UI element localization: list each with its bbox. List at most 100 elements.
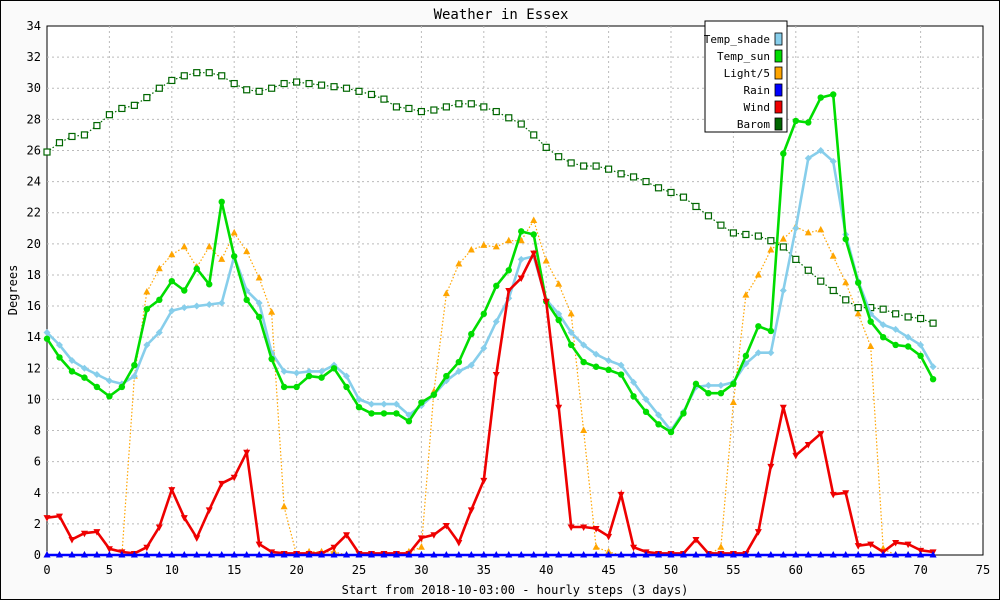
- data-point-temp-sun: [580, 358, 587, 366]
- data-point-temp-sun: [617, 371, 625, 378]
- data-point-temp-shade: [318, 367, 326, 375]
- data-point-barom: [742, 230, 750, 239]
- data-point-temp-sun: [929, 375, 937, 383]
- data-point-rain: [130, 551, 138, 558]
- data-point-wind: [530, 250, 538, 258]
- data-point-barom: [93, 121, 101, 130]
- data-point-barom: [255, 87, 263, 95]
- data-point-temp-sun: [717, 389, 725, 397]
- data-point-wind: [904, 541, 912, 549]
- series-line-wind: [46, 249, 934, 555]
- series-rain: [43, 551, 937, 558]
- data-point-wind: [617, 491, 625, 499]
- data-point-wind: [93, 529, 101, 536]
- data-point-barom: [717, 221, 725, 229]
- x-tick-label: 10: [165, 563, 179, 577]
- data-point-light-5: [180, 242, 188, 250]
- y-tick-label: 12: [27, 361, 41, 375]
- x-tick-label: 50: [664, 563, 678, 577]
- chart-title: Weather in Essex: [434, 7, 569, 23]
- data-point-barom: [679, 193, 688, 201]
- x-tick-label: 30: [414, 563, 428, 577]
- data-point-barom: [405, 104, 413, 113]
- data-point-temp-shade: [717, 381, 725, 389]
- legend-swatch: [774, 49, 783, 63]
- data-point-wind: [754, 529, 762, 536]
- y-tick-label: 30: [27, 81, 41, 95]
- data-point-rain: [343, 551, 351, 558]
- data-point-barom: [492, 107, 500, 116]
- y-tick-label: 14: [27, 330, 41, 344]
- y-tick-label: 28: [27, 112, 41, 126]
- data-point-wind: [542, 298, 550, 306]
- y-tick-label: 8: [34, 424, 41, 438]
- data-point-wind: [605, 533, 613, 541]
- data-point-temp-sun: [592, 363, 600, 370]
- legend-label: Temp_sun: [717, 50, 770, 63]
- data-point-light-5: [729, 398, 737, 406]
- data-point-wind: [580, 524, 588, 531]
- y-tick-label: 6: [34, 455, 41, 469]
- data-point-rain: [480, 551, 488, 558]
- series-temp-sun: [43, 91, 937, 436]
- data-point-barom: [168, 76, 176, 85]
- data-point-barom: [467, 100, 475, 108]
- data-point-wind: [230, 474, 238, 482]
- data-point-temp-shade: [130, 372, 138, 380]
- data-point-rain: [655, 551, 663, 558]
- data-point-temp-sun: [168, 277, 175, 285]
- data-point-wind: [567, 524, 575, 531]
- data-point-temp-sun: [81, 374, 88, 381]
- data-point-barom: [355, 87, 363, 95]
- data-point-light-5: [505, 236, 513, 244]
- data-point-temp-shade: [892, 325, 900, 333]
- data-point-wind: [43, 515, 51, 522]
- data-point-temp-shade: [655, 411, 663, 419]
- y-tick-label: 34: [27, 19, 41, 33]
- data-point-temp-shade: [592, 350, 600, 358]
- x-tick-label: 55: [726, 563, 740, 577]
- data-point-barom: [342, 84, 351, 92]
- data-point-temp-sun: [156, 296, 163, 304]
- data-point-barom: [392, 103, 401, 111]
- data-point-light-5: [542, 256, 550, 264]
- legend-swatch: [774, 100, 783, 114]
- data-point-rain: [305, 551, 313, 558]
- data-point-temp-sun: [692, 380, 700, 388]
- data-point-temp-shade: [480, 344, 488, 352]
- data-point-temp-shade: [218, 299, 226, 307]
- series-line-temp-sun: [45, 92, 935, 434]
- data-point-temp-shade: [779, 287, 787, 294]
- data-point-temp-sun: [667, 428, 675, 436]
- data-point-temp-sun: [268, 355, 275, 363]
- data-point-rain: [580, 551, 588, 558]
- data-point-temp-sun: [393, 410, 400, 417]
- data-point-temp-sun: [93, 383, 101, 391]
- data-point-temp-sun: [355, 403, 363, 411]
- data-point-temp-sun: [418, 399, 425, 406]
- grid: [47, 26, 983, 555]
- data-point-rain: [367, 551, 375, 558]
- data-point-rain: [105, 551, 113, 558]
- data-point-barom: [130, 101, 138, 109]
- data-point-wind: [168, 487, 176, 494]
- data-point-barom: [629, 173, 638, 181]
- data-point-temp-sun: [518, 228, 525, 235]
- data-point-temp-sun: [555, 316, 562, 324]
- data-point-light-5: [268, 308, 276, 315]
- data-point-temp-shade: [630, 378, 638, 386]
- data-point-temp-sun: [655, 421, 662, 428]
- data-point-temp-sun: [380, 410, 388, 417]
- data-point-temp-sun: [193, 265, 200, 272]
- data-point-wind: [105, 546, 113, 553]
- data-point-rain: [829, 551, 837, 558]
- data-point-barom: [929, 319, 937, 327]
- data-point-light-5: [842, 278, 850, 286]
- data-point-light-5: [230, 228, 238, 236]
- legend-label: Barom: [737, 118, 770, 131]
- legend: Temp_shade Temp_sun Light/5 Rain Wind Barom: [704, 20, 788, 133]
- data-point-temp-sun: [867, 318, 874, 325]
- data-point-temp-shade: [804, 154, 812, 162]
- data-point-wind: [779, 404, 787, 412]
- data-point-temp-sun: [43, 335, 51, 342]
